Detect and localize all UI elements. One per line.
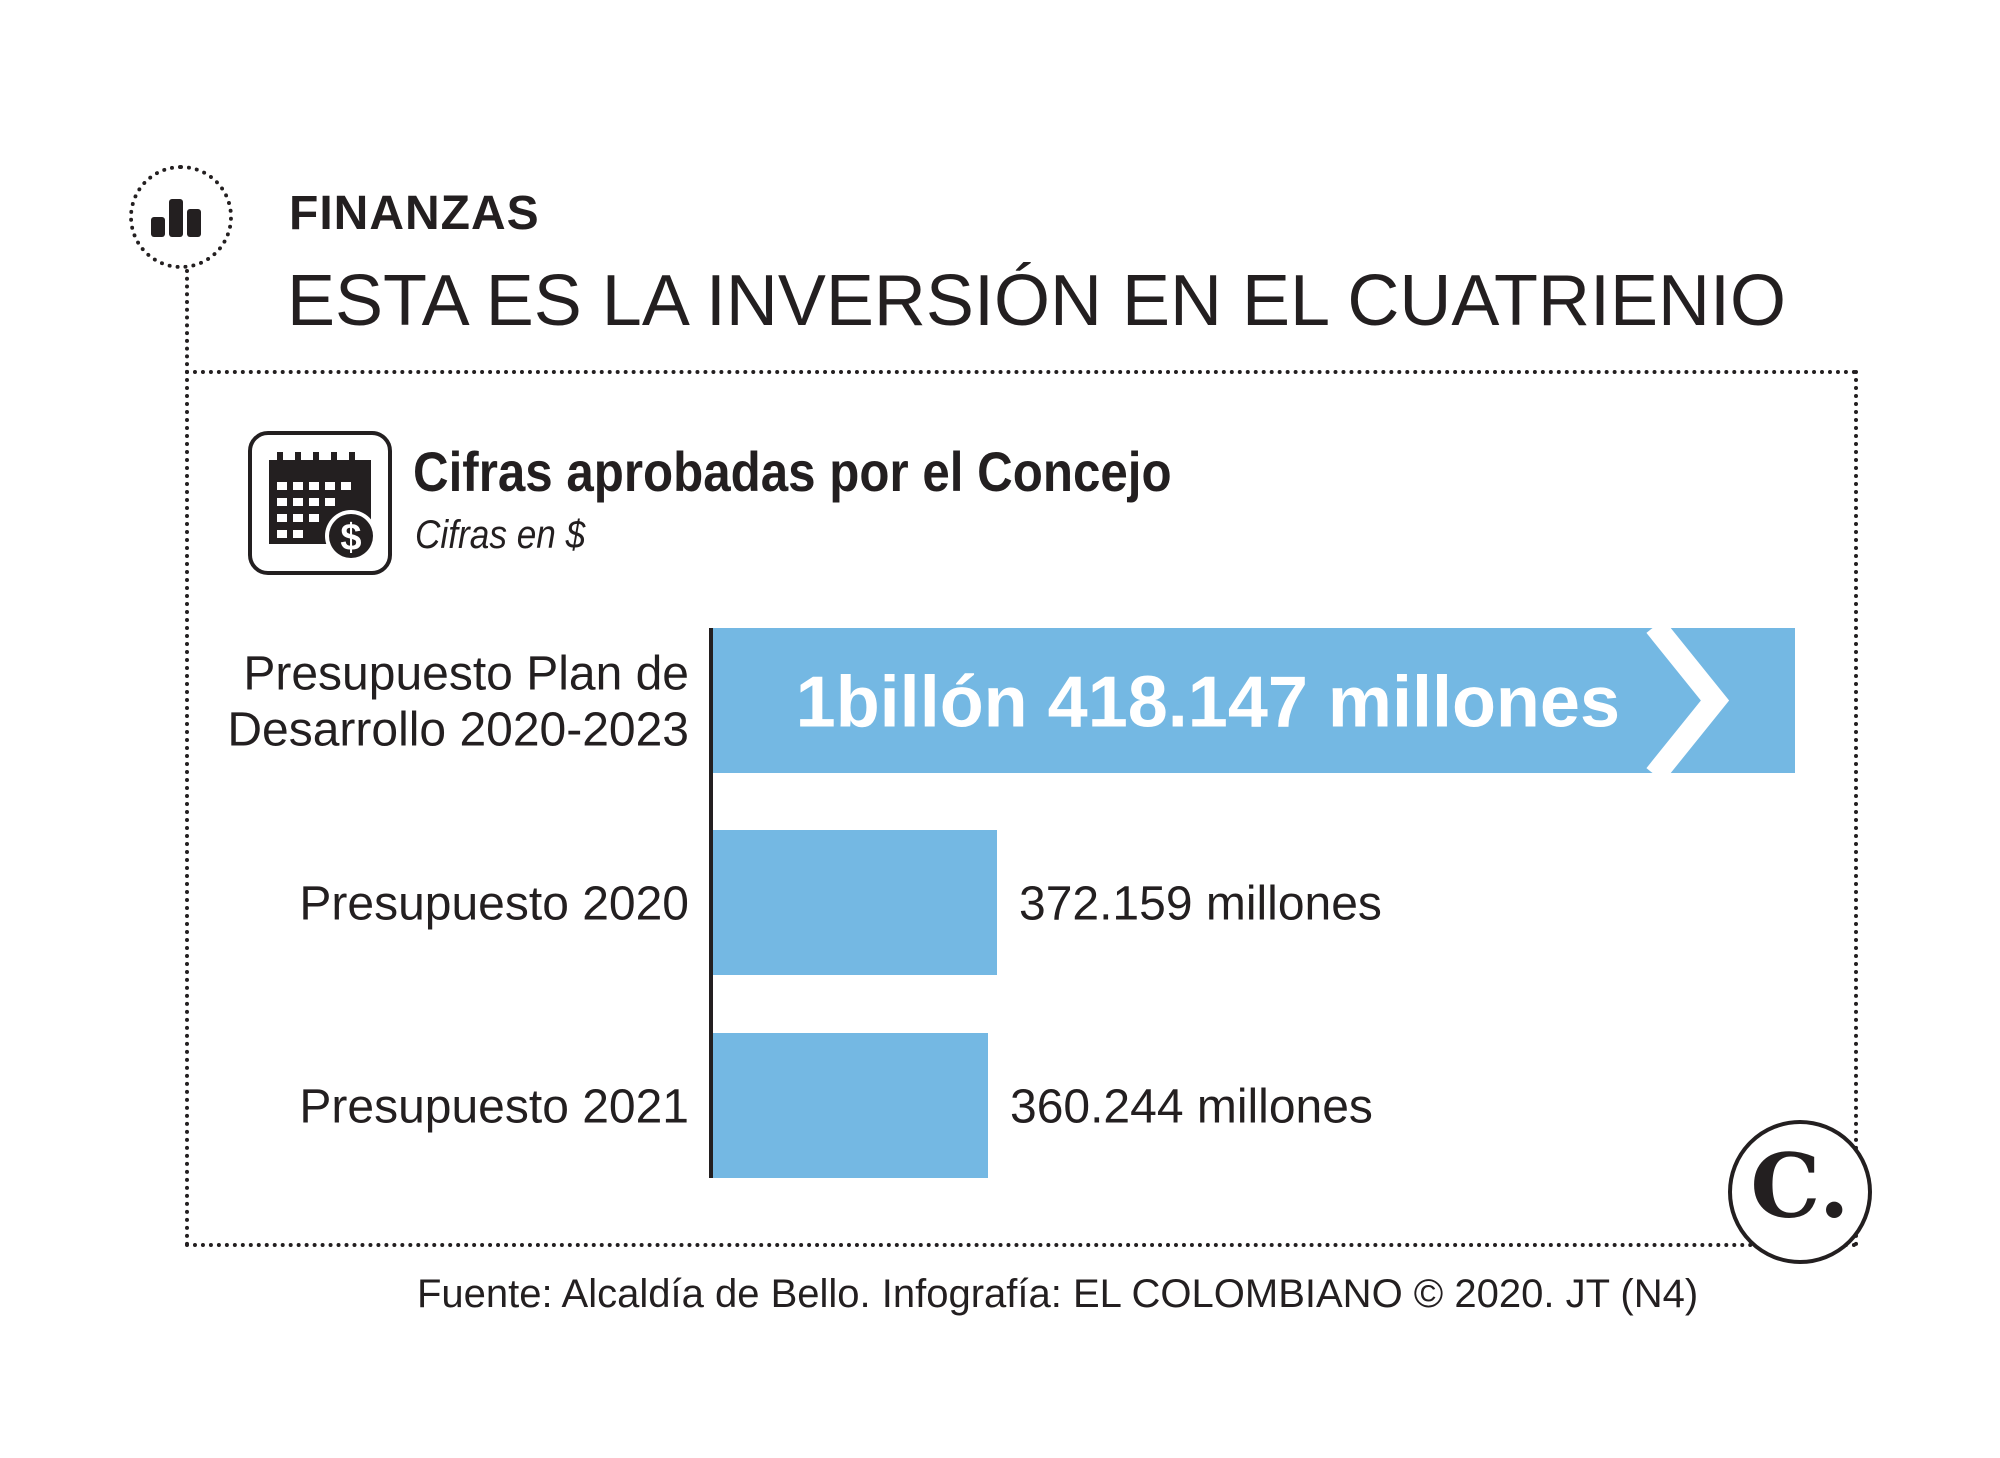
bar-value-label-0: 1billón 418.147 millones [796,663,1620,743]
section-label: FINANZAS [289,187,540,240]
chart-frame [185,370,1858,1247]
category-label-1-0: Presupuesto 2020 [299,878,689,931]
axis-break-mark [1646,619,1730,782]
source-credit: Fuente: Alcaldía de Bello. Infografía: E… [417,1272,1699,1316]
bar-1 [713,830,997,975]
bar-2 [713,1033,988,1178]
chart-subtitle: Cifras en $ [415,513,586,557]
el-colombiano-logo: C. [1728,1120,1872,1264]
bar-chart-icon [129,165,233,269]
svg-text:$: $ [340,517,361,559]
category-label-2-0: Presupuesto 2021 [299,1081,689,1134]
bar-0 [713,628,1795,773]
headline: ESTA ES LA INVERSIÓN EN EL CUATRIENIO [287,261,1787,341]
leader-line [185,269,189,374]
chart-title: Cifras aprobadas por el Concejo [413,440,1172,503]
category-label-0-0: Presupuesto Plan de [243,648,689,701]
bar-value-label-2: 360.244 millones [1010,1081,1373,1134]
logo-letter: C. [1750,1134,1850,1238]
category-label-0-1: Desarrollo 2020-2023 [227,704,689,757]
calendar-dollar-icon: $ [247,430,393,581]
bar-value-label-1: 372.159 millones [1019,878,1382,931]
